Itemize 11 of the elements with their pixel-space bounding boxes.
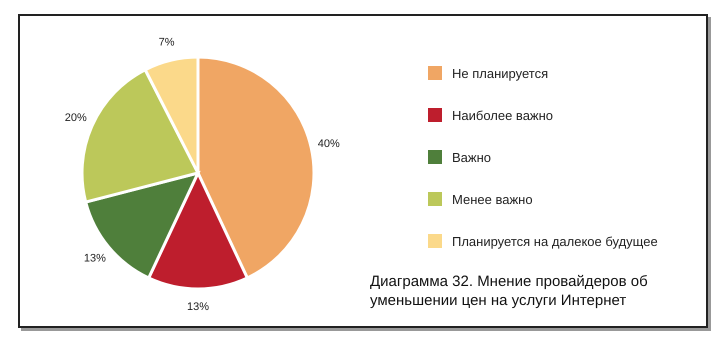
data-label: 7%: [158, 36, 175, 49]
legend-label: Менее важно: [452, 192, 533, 206]
legend-label: Наиболее важно: [452, 108, 554, 122]
legend-label: Важно: [452, 150, 492, 164]
data-label: 13%: [186, 301, 210, 313]
data-label: 40%: [318, 138, 340, 150]
legend-label: Планируется на далекое будущее: [452, 234, 658, 248]
data-label: 13%: [84, 252, 106, 265]
legend-label: Не планируется: [452, 66, 548, 80]
text: Диаграмма 32. Мнение провайдеров об уменьшении цен на услуги Интернет: [370, 272, 649, 310]
data-label: 20%: [64, 112, 87, 124]
